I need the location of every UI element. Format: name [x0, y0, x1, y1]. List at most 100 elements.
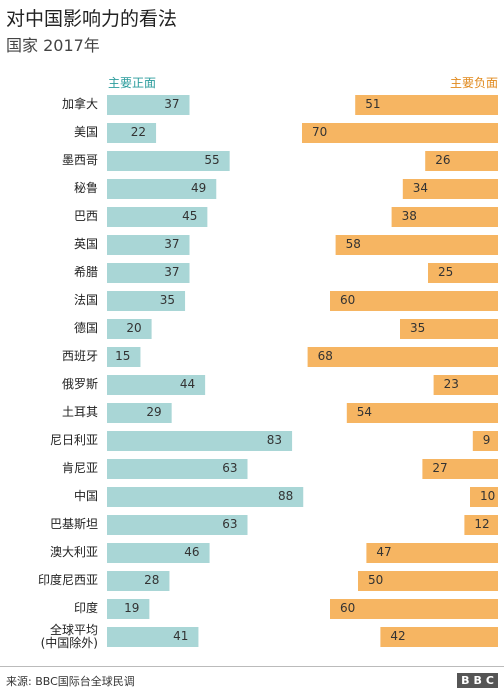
- value-label: 22: [130, 125, 147, 139]
- bar-negative: [428, 263, 498, 283]
- category-label: 澳大利亚: [49, 545, 98, 559]
- separator: [0, 666, 504, 667]
- bar-negative: [402, 179, 498, 199]
- value-label: 63: [222, 517, 238, 531]
- legend-positive: 主要正面: [108, 76, 157, 90]
- category-label: 土耳其: [61, 405, 98, 419]
- bar-positive: [107, 179, 217, 199]
- value-label: 28: [144, 573, 160, 587]
- category-label: 尼日利亚: [49, 433, 98, 447]
- value-label: 29: [146, 405, 162, 419]
- category-label: 巴西: [73, 209, 98, 223]
- value-label: 60: [340, 293, 356, 307]
- bar-positive: [107, 291, 186, 311]
- value-label: 44: [179, 377, 196, 391]
- value-label: 63: [222, 461, 238, 475]
- bar-positive: [107, 459, 248, 479]
- bar-negative: [335, 235, 498, 255]
- category-label: 加拿大: [61, 97, 98, 111]
- bar-positive: [107, 571, 170, 591]
- bar-negative: [472, 431, 498, 451]
- value-label: 23: [443, 377, 459, 391]
- value-label: 55: [204, 153, 220, 167]
- bar-negative: [330, 291, 498, 311]
- value-label: 35: [159, 293, 176, 307]
- category-label: 秘鲁: [73, 181, 98, 195]
- value-label: 34: [412, 181, 429, 195]
- bar-positive: [107, 627, 199, 647]
- value-label: 41: [173, 629, 189, 643]
- value-label: 37: [164, 265, 180, 279]
- bar-positive: [107, 263, 190, 283]
- bar-negative: [400, 319, 498, 339]
- category-label: 西班牙: [61, 349, 98, 363]
- category-label: 肯尼亚: [61, 461, 98, 475]
- bar-positive: [107, 515, 248, 535]
- bar-negative: [307, 347, 498, 367]
- category-label: 希腊: [73, 265, 98, 279]
- bar-positive: [107, 599, 150, 619]
- bar-positive: [107, 207, 208, 227]
- source: 来源: BBC国际台全球民调: [6, 675, 135, 688]
- chart-subtitle: 国家 2017年: [6, 36, 100, 55]
- value-label: 47: [376, 545, 392, 559]
- value-label: 10: [480, 489, 496, 503]
- category-label: 俄罗斯: [61, 377, 98, 391]
- bar-positive: [107, 487, 304, 507]
- category-label: 德国: [73, 321, 98, 335]
- value-label: 38: [401, 209, 417, 223]
- bar-positive: [107, 235, 190, 255]
- bar-positive: [107, 403, 172, 423]
- value-label: 37: [164, 97, 180, 111]
- category-label: 印度尼西亚: [37, 573, 98, 587]
- value-label: 70: [312, 125, 328, 139]
- value-label: 54: [356, 405, 373, 419]
- chart-title: 对中国影响力的看法: [6, 8, 178, 30]
- bar-positive: [107, 95, 190, 115]
- value-label: 27: [432, 461, 448, 475]
- bar-negative: [330, 599, 498, 619]
- category-label: 印度: [73, 601, 98, 615]
- value-label: 51: [365, 97, 381, 111]
- bar-positive: [107, 431, 293, 451]
- bar-positive: [107, 543, 210, 563]
- category-label: 法国: [73, 293, 98, 307]
- bar-positive: [107, 123, 157, 143]
- bar-negative: [355, 95, 498, 115]
- bar-negative: [380, 627, 498, 647]
- category-label: 巴基斯坦: [49, 517, 98, 531]
- value-label: 19: [124, 601, 140, 615]
- bar-negative: [391, 207, 498, 227]
- value-label: 49: [190, 181, 207, 195]
- bar-positive: [107, 151, 230, 171]
- bar-negative: [358, 571, 498, 591]
- logo: BBC: [457, 673, 498, 688]
- value-label: 26: [435, 153, 451, 167]
- value-label: 9: [482, 433, 491, 447]
- bar-positive: [107, 347, 141, 367]
- category-label: 墨西哥: [61, 153, 98, 167]
- bar-negative: [366, 543, 498, 563]
- category-label: 美国: [73, 125, 98, 139]
- bar-negative: [464, 515, 498, 535]
- category-label: 全球平均 (中国除外): [40, 623, 98, 650]
- value-label: 35: [410, 321, 426, 335]
- bar-positive: [107, 375, 206, 395]
- category-label: 中国: [73, 489, 98, 503]
- value-label: 50: [368, 573, 384, 587]
- bar-negative: [433, 375, 498, 395]
- category-label: 英国: [73, 237, 98, 251]
- bar-positive: [107, 319, 152, 339]
- bar-negative: [470, 487, 498, 507]
- value-label: 88: [277, 489, 294, 503]
- bar-negative: [425, 151, 498, 171]
- value-label: 20: [126, 321, 142, 335]
- value-label: 12: [474, 517, 490, 531]
- bar-negative: [346, 403, 498, 423]
- value-label: 15: [115, 349, 131, 363]
- legend-negative: 主要负面: [449, 76, 498, 90]
- value-label: 42: [390, 629, 406, 643]
- bar-negative: [422, 459, 498, 479]
